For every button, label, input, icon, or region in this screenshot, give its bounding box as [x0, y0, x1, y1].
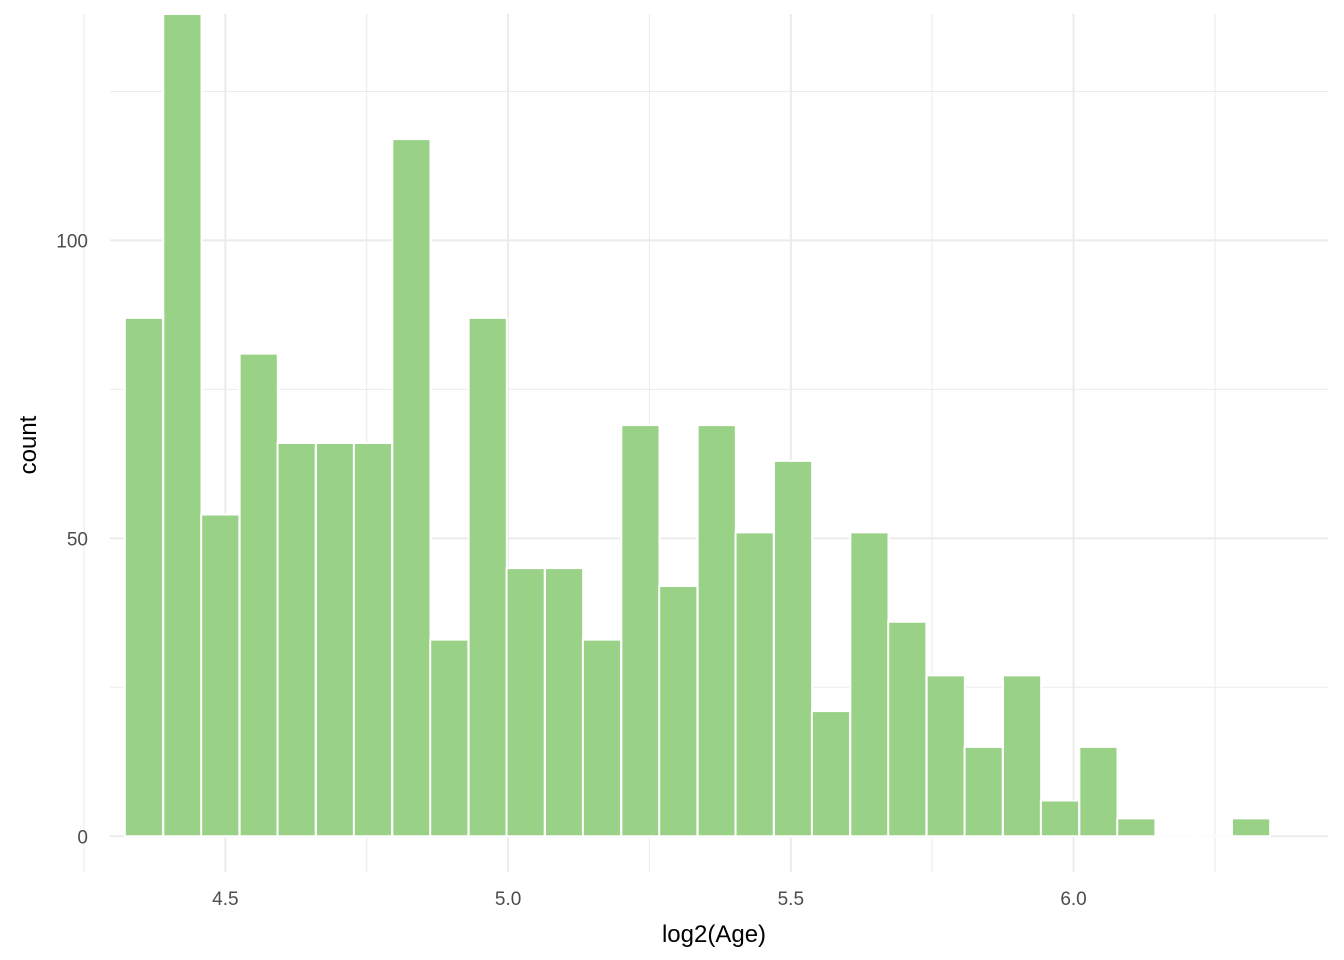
y-axis-title: count [15, 415, 42, 474]
histogram-bar [620, 424, 661, 838]
histogram-bar [1078, 745, 1119, 838]
histogram-bar [1231, 817, 1272, 838]
histogram-bar [887, 620, 928, 838]
histogram-bar [963, 745, 1004, 838]
histogram-bar [467, 316, 508, 838]
histogram-bar [734, 531, 775, 838]
x-tick-label: 6.0 [1060, 889, 1086, 910]
histogram-bar [1002, 674, 1043, 838]
histogram-bar [200, 513, 241, 838]
histogram-bar [696, 424, 737, 838]
histogram-bar [123, 316, 165, 838]
x-tick-label: 5.0 [495, 889, 521, 910]
histogram-bar [314, 442, 356, 838]
histogram-bar [162, 13, 203, 838]
x-tick-label: 4.5 [212, 889, 238, 910]
histogram-bars [123, 13, 1272, 838]
histogram-bar [658, 585, 699, 838]
histogram-bar [429, 638, 470, 838]
histogram-bar [276, 442, 317, 838]
x-tick-label: 5.5 [778, 889, 804, 910]
histogram-bar [543, 567, 585, 838]
histogram-bar [1116, 817, 1157, 838]
y-tick-label: 100 [56, 231, 88, 252]
histogram-bar [925, 674, 966, 838]
histogram-bar [505, 567, 546, 838]
x-axis-title: log2(Age) [662, 921, 766, 948]
y-tick-label: 50 [67, 529, 88, 550]
tick-labels: 4.5 5.0 5.5 6.0 0 50 100 [56, 231, 1086, 910]
y-tick-label: 0 [77, 827, 88, 848]
histogram-bar [1039, 799, 1081, 838]
histogram-bar [849, 531, 890, 838]
histogram-bar [352, 442, 394, 838]
histogram-bar [581, 638, 623, 838]
histogram-bar [772, 459, 814, 838]
histogram-bar [238, 352, 279, 838]
histogram-bar [810, 710, 852, 838]
histogram-bar [391, 138, 432, 838]
